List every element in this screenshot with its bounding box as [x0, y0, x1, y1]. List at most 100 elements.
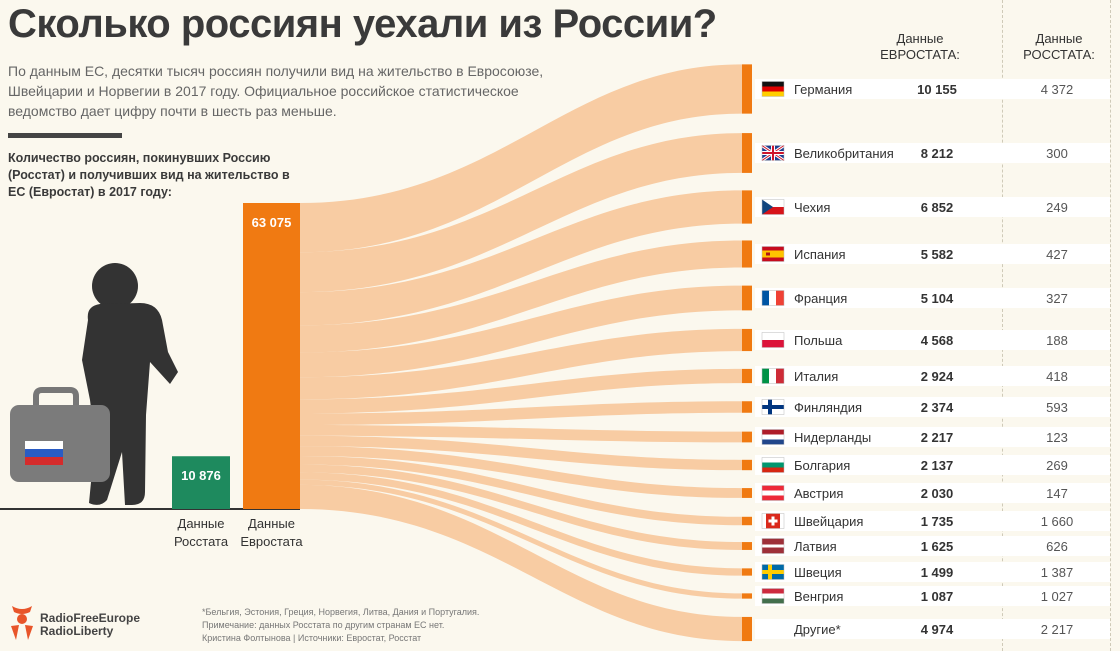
country-name: Другие* [794, 622, 841, 637]
country-segment [742, 568, 752, 576]
flow-ribbon [300, 425, 742, 443]
eurostat-value: 2 924 [921, 369, 954, 384]
country-segment [742, 328, 752, 352]
logo-text: RadioFreeEurope RadioLiberty [40, 612, 140, 638]
logo-line2: RadioLiberty [40, 624, 114, 638]
ch-flag-icon [761, 513, 785, 529]
divider [8, 133, 122, 138]
flow-ribbon [300, 484, 742, 642]
table-row [755, 562, 1110, 582]
eurostat-total-label: Данные [248, 516, 295, 531]
rosstat-value: 249 [1046, 200, 1068, 215]
table-row [755, 511, 1110, 531]
rosstat-value: 626 [1046, 539, 1068, 554]
table-row [755, 619, 1110, 639]
rosstat-value: 300 [1046, 146, 1068, 161]
country-segment [742, 133, 752, 173]
rosstat-value: 2 217 [1041, 622, 1074, 637]
suitcase-handle [33, 387, 79, 410]
country-name: Испания [794, 247, 846, 262]
table-row [755, 455, 1110, 475]
chart-caption: Количество россиян, покинувших Россию (Р… [8, 151, 290, 199]
country-name: Чехия [794, 200, 830, 215]
rosstat-value: 1 027 [1041, 589, 1074, 604]
country-name: Великобритания [794, 146, 894, 161]
logo-line1: RadioFreeEurope [40, 611, 141, 625]
lv-flag-icon [761, 538, 785, 554]
country-name: Нидерланды [794, 430, 871, 445]
country-name: Болгария [794, 458, 850, 473]
page-title: Сколько россиян уехали из России? [8, 2, 717, 46]
rosstat-total-value: 10 876 [181, 468, 221, 483]
flow-ribbon [300, 190, 742, 326]
country-segment [742, 459, 752, 471]
eurostat-value: 2 217 [921, 430, 954, 445]
country-segment [742, 593, 752, 599]
es-flag-icon [761, 246, 785, 262]
table-row [755, 143, 1110, 163]
flow-ribbon [300, 464, 742, 550]
country-name: Финляндия [794, 400, 862, 415]
country-segment [742, 64, 752, 114]
it-flag-icon [761, 368, 785, 384]
eurostat-value: 1 735 [921, 514, 954, 529]
eurostat-column-header: Данные ЕВРОСТАТА: [880, 31, 960, 62]
se-flag-icon [761, 564, 785, 580]
eurostat-value: 2 374 [921, 400, 954, 415]
rosstat-total-bar [172, 456, 230, 509]
eurostat-value: 6 852 [921, 200, 954, 215]
eurostat-value: 1 087 [921, 589, 954, 604]
rosstat-value: 123 [1046, 430, 1068, 445]
rosstat-value: 593 [1046, 400, 1068, 415]
rosstat-value: 327 [1046, 291, 1068, 306]
country-name: Латвия [794, 539, 837, 554]
fr-flag-icon [761, 290, 785, 306]
eurostat-value: 4 568 [921, 333, 954, 348]
rosstat-value: 188 [1046, 333, 1068, 348]
country-name: Италия [794, 369, 838, 384]
flow-ribbon [300, 401, 742, 426]
pl-flag-icon [761, 332, 785, 348]
eurostat-value: 5 104 [921, 291, 954, 306]
country-name: Польша [794, 333, 843, 348]
table-row [755, 288, 1110, 308]
rosstat-value: 4 372 [1041, 82, 1074, 97]
rosstat-value: 427 [1046, 247, 1068, 262]
rosstat-value: 1 387 [1041, 565, 1074, 580]
table-row [755, 366, 1110, 386]
rosstat-value: 147 [1046, 486, 1068, 501]
rferl-logo-icon [11, 606, 33, 640]
country-segment [742, 542, 752, 550]
rosstat-column-header: Данные РОССТАТА: [1023, 31, 1095, 62]
country-name: Франция [794, 291, 847, 306]
eurostat-total-value: 63 075 [252, 215, 292, 230]
country-segment [742, 431, 752, 443]
country-segment [742, 401, 752, 413]
rosstat-total-label: Данные [178, 516, 225, 531]
eurostat-value: 8 212 [921, 146, 954, 161]
cz-flag-icon [761, 199, 785, 215]
footnote-line: *Бельгия, Эстония, Греция, Норвегия, Лит… [202, 607, 480, 617]
eurostat-value: 2 137 [921, 458, 954, 473]
flow-ribbon [300, 456, 742, 526]
gb-flag-icon [761, 144, 785, 162]
eurostat-total-label: Евростата [240, 534, 303, 549]
table-row [755, 483, 1110, 503]
footnote: *Бельгия, Эстония, Греция, Норвегия, Лит… [202, 606, 722, 645]
table-row [755, 586, 1110, 606]
footnote-line: Кристина Фолтынова | Источники: Евростат… [202, 633, 422, 643]
country-name: Швеция [794, 565, 842, 580]
rosstat-value: 269 [1046, 458, 1068, 473]
rosstat-total-label: Росстата [174, 534, 229, 549]
column-divider [1110, 0, 1111, 651]
traveler-illustration [10, 263, 178, 505]
flow-ribbon [300, 285, 742, 378]
country-name: Австрия [794, 486, 843, 501]
country-name: Германия [794, 82, 852, 97]
country-name: Венгрия [794, 589, 843, 604]
eurostat-value: 1 625 [921, 539, 954, 554]
country-segment [742, 516, 752, 526]
at-flag-icon [761, 485, 785, 501]
flow-ribbon [300, 133, 742, 293]
